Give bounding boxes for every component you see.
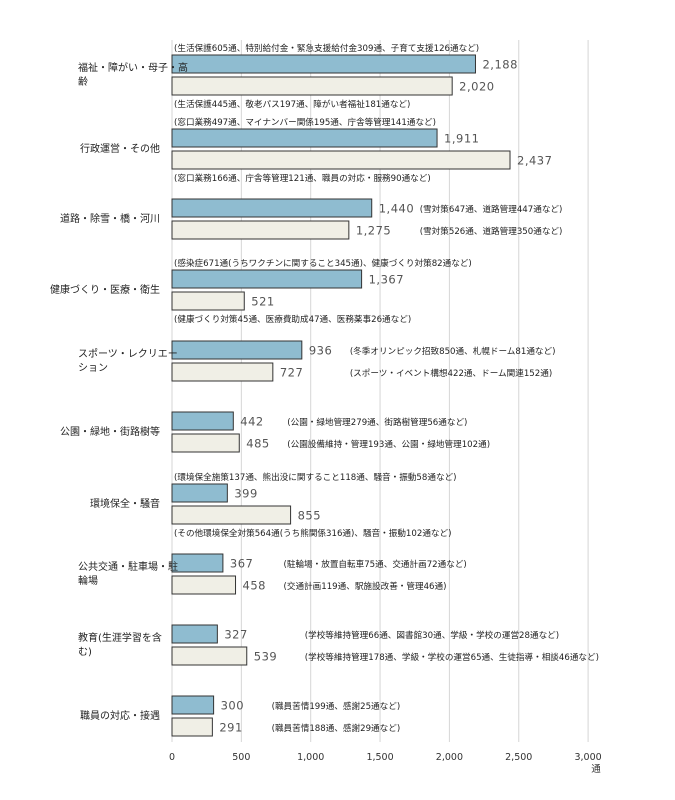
category-label: 環境保全・騒音 bbox=[90, 497, 160, 510]
bar-series-b bbox=[171, 646, 248, 666]
bar-series-b bbox=[171, 362, 274, 382]
bar-value-label: 2,020 bbox=[459, 80, 494, 94]
x-tick-label: 500 bbox=[232, 752, 250, 763]
category-label: 職員の対応・接遇 bbox=[80, 709, 160, 722]
x-axis: 通 0 500 1,000 1,500 2,000 2,500 3,000 bbox=[169, 752, 602, 775]
axis-unit: 通 bbox=[591, 764, 601, 775]
bar-value-label: 1,440 bbox=[379, 202, 414, 216]
bar-value-label: 1,911 bbox=[444, 132, 479, 146]
x-tick-label: 2,000 bbox=[436, 752, 463, 763]
bar-series-a bbox=[171, 340, 303, 360]
bar-series-b bbox=[171, 76, 453, 96]
breakdown-note: (公園設備維持・管理193通、公園・緑地管理102通) bbox=[287, 438, 490, 450]
breakdown-note: (雪対策647通、道路管理447通など) bbox=[420, 203, 563, 215]
bar-value-label: 291 bbox=[219, 721, 242, 735]
bar-value-label: 442 bbox=[240, 415, 263, 429]
bar-series-a bbox=[171, 553, 224, 573]
bar-series-a bbox=[171, 624, 218, 644]
category-label: 教育(生涯学習を含 bbox=[78, 631, 162, 644]
breakdown-note: (環境保全施策137通、熊出没に関すること118通、騒音・振動58通など) bbox=[174, 471, 456, 483]
x-tick-label: 0 bbox=[169, 752, 175, 763]
category-label: む) bbox=[78, 646, 92, 658]
bar-value-label: 936 bbox=[309, 344, 332, 358]
bar-series-a bbox=[171, 54, 476, 74]
bar-value-label: 399 bbox=[234, 487, 257, 501]
category-label: 齢 bbox=[78, 75, 88, 88]
bar-value-label: 855 bbox=[298, 509, 321, 523]
category-label: ション bbox=[78, 363, 108, 374]
bar-value-label: 2,188 bbox=[482, 58, 517, 72]
bars bbox=[171, 54, 511, 737]
bar-value-label: 485 bbox=[246, 437, 269, 451]
x-tick-label: 2,500 bbox=[505, 752, 532, 763]
category-label: 健康づくり・医療・衛生 bbox=[50, 283, 160, 296]
bar-value-label: 727 bbox=[280, 366, 303, 380]
breakdown-note: (冬季オリンピック招致850通、札幌ドーム81通など) bbox=[350, 345, 556, 357]
labels: 福祉・障がい・母子・高齢 2,188 2,020 (生活保護605通、特別給付金・緊急… bbox=[50, 42, 599, 735]
breakdown-note: (健康づくり対策45通、医療費助成47通、医務薬事26通など) bbox=[174, 313, 411, 325]
bar-value-label: 1,367 bbox=[369, 273, 404, 287]
breakdown-note: (学校等維持管理178通、学級・学校の運営65通、生徒指導・相談46通など) bbox=[305, 651, 599, 663]
breakdown-note: (スポーツ・イベント構想422通、ドーム関連152通) bbox=[350, 367, 552, 379]
category-label: 公共交通・駐車場・駐 bbox=[78, 560, 178, 573]
category-label: 行政運営・その他 bbox=[80, 142, 160, 155]
category-label: スポーツ・レクリエー bbox=[78, 348, 178, 360]
bar-value-label: 2,437 bbox=[517, 154, 552, 168]
bar-series-a bbox=[171, 198, 373, 218]
breakdown-note: (駐輪場・放置自転車75通、交通計画72通など) bbox=[284, 558, 467, 570]
bar-series-a bbox=[171, 269, 363, 289]
breakdown-note: (窓口業務497通、マイナンバー関係195通、庁舎等管理141通など) bbox=[174, 116, 436, 128]
bar-series-b bbox=[171, 433, 240, 453]
bar-value-label: 539 bbox=[254, 650, 277, 664]
category-label: 輪場 bbox=[78, 574, 98, 587]
breakdown-note: (職員苦情188通、感謝29通など) bbox=[272, 722, 401, 734]
x-tick-label: 1,000 bbox=[297, 752, 324, 763]
bar-value-label: 1,275 bbox=[356, 224, 391, 238]
breakdown-note: (感染症671通(うちワクチンに関すること345通)、健康づくり対策82通など) bbox=[174, 257, 472, 269]
breakdown-note: (雪対策526通、道路管理350通など) bbox=[420, 225, 563, 237]
category-label: 公園・緑地・街路樹等 bbox=[60, 425, 160, 438]
bar-value-label: 367 bbox=[230, 557, 253, 571]
bar-series-a bbox=[171, 483, 228, 503]
bar-series-b bbox=[171, 575, 237, 595]
breakdown-note: (交通計画119通、駅施設改善・管理46通) bbox=[284, 580, 447, 592]
bar-value-label: 327 bbox=[224, 628, 247, 642]
bar-series-a bbox=[171, 411, 234, 431]
category-label: 道路・除雪・橋・河川 bbox=[60, 212, 160, 225]
breakdown-note: (生活保護445通、敬老パス197通、障がい者福祉181通など) bbox=[174, 98, 410, 110]
bar-series-b bbox=[171, 220, 350, 240]
breakdown-note: (窓口業務166通、庁舎等管理121通、職員の対応・服務90通など) bbox=[174, 172, 431, 184]
breakdown-note: (学校等維持管理66通、図書館30通、学級・学校の運営28通など) bbox=[305, 629, 559, 641]
breakdown-note: (職員苦情199通、感謝25通など) bbox=[272, 700, 401, 712]
breakdown-note: (その他環境保全対策564通(うち熊関係316通)、騒音・振動102通など) bbox=[174, 527, 451, 539]
x-tick-label: 3,000 bbox=[574, 752, 601, 763]
bar-series-b bbox=[171, 717, 213, 737]
bar-value-label: 458 bbox=[243, 579, 266, 593]
bar-value-label: 300 bbox=[221, 699, 244, 713]
bar-series-b bbox=[171, 150, 511, 170]
bar-series-b bbox=[171, 291, 245, 311]
x-tick-label: 1,500 bbox=[366, 752, 393, 763]
bar-value-label: 521 bbox=[251, 295, 274, 309]
breakdown-note: (生活保護605通、特別給付金・緊急支援給付金309通、子育て支援126通など) bbox=[174, 42, 479, 54]
breakdown-note: (公園・緑地管理279通、街路樹管理56通など) bbox=[287, 416, 467, 428]
bar-series-a bbox=[171, 128, 438, 148]
category-label: 福祉・障がい・母子・高 bbox=[78, 61, 188, 74]
bar-series-b bbox=[171, 505, 292, 525]
bar-series-a bbox=[171, 695, 215, 715]
